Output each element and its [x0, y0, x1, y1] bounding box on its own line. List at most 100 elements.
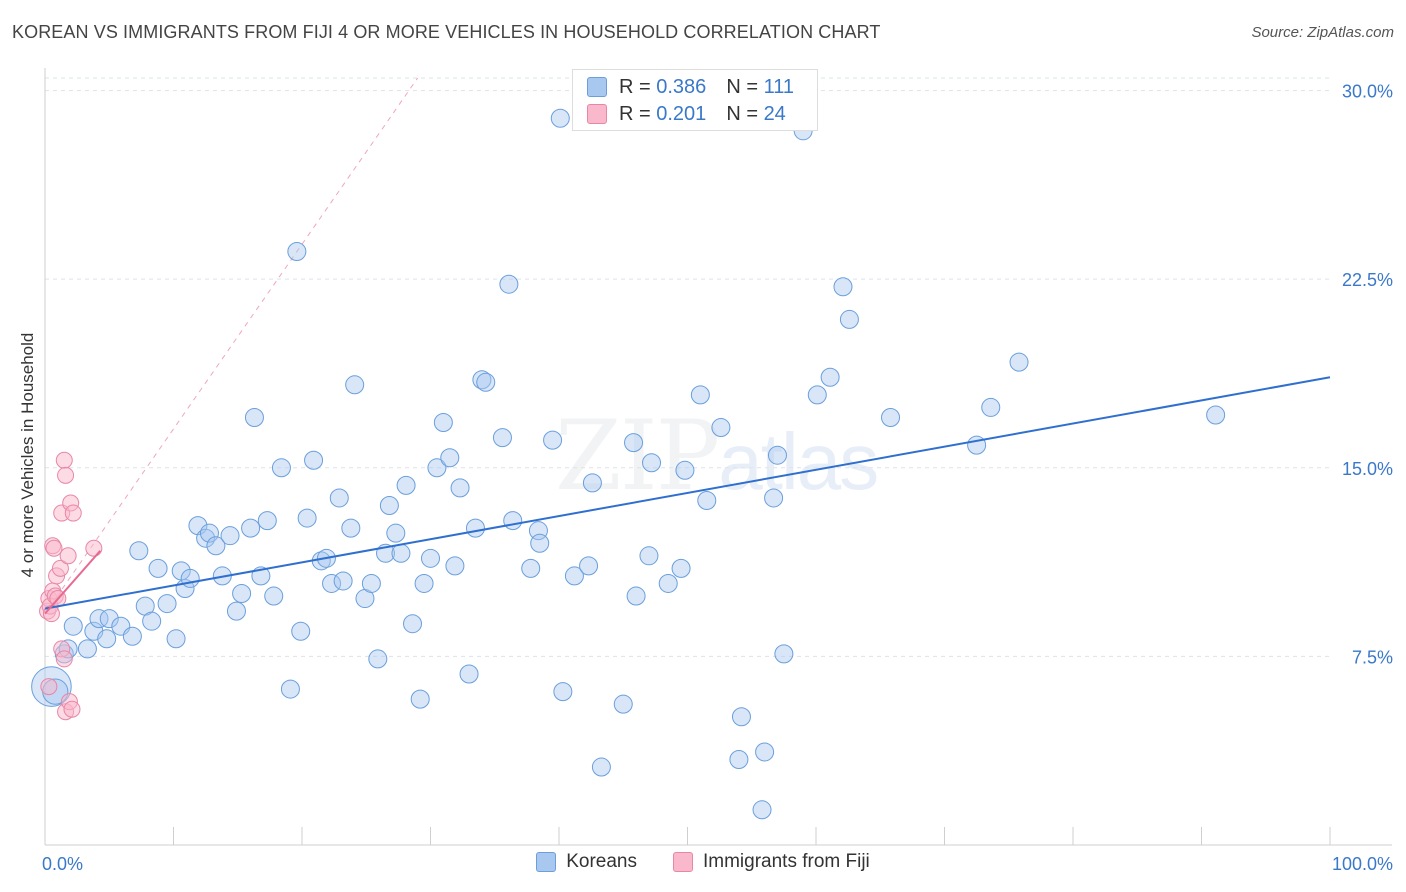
- korean-point: [579, 556, 599, 576]
- series-legend: Koreans Immigrants from Fiji: [0, 851, 1406, 873]
- korean-point: [97, 629, 117, 649]
- fiji-point: [64, 504, 82, 522]
- korean-point: [503, 511, 523, 531]
- korean-point: [981, 397, 1001, 417]
- fiji-point: [51, 559, 69, 577]
- korean-point: [291, 621, 311, 641]
- korean-point: [624, 433, 644, 453]
- legend-swatch-koreans: [536, 852, 557, 872]
- legend-r-label: R =: [619, 102, 651, 125]
- korean-point: [226, 601, 246, 621]
- korean-point: [304, 450, 324, 470]
- korean-point: [440, 448, 460, 468]
- korean-point: [582, 473, 602, 493]
- fiji-point: [55, 451, 73, 469]
- legend-item-koreans[interactable]: Koreans: [536, 851, 637, 873]
- korean-point: [445, 556, 465, 576]
- korean-point: [414, 573, 434, 593]
- source-label: Source: ZipAtlas.com: [1251, 24, 1394, 41]
- watermark-atlas: atlas: [718, 417, 879, 506]
- korean-point: [257, 511, 277, 531]
- korean-point: [379, 496, 399, 516]
- korean-point: [196, 528, 216, 548]
- korean-point: [881, 407, 901, 427]
- korean-point: [391, 543, 411, 563]
- fiji-point: [59, 547, 77, 565]
- korean-point: [752, 800, 772, 820]
- legend-r-label: R =: [619, 75, 651, 98]
- y-tick-label: 30.0%: [1342, 82, 1393, 102]
- korean-point: [264, 586, 284, 606]
- korean-point: [591, 757, 611, 777]
- korean-point: [199, 523, 219, 543]
- korean-point: [729, 749, 749, 769]
- legend-n-label: N =: [726, 102, 758, 125]
- legend-r-value: 0.386: [656, 75, 707, 98]
- correlation-legend: R = 0.386 N = 111 R = 0.201 N = 24: [572, 69, 818, 131]
- legend-n-label: N =: [726, 75, 758, 98]
- legend-item-fiji[interactable]: Immigrants from Fiji: [672, 851, 870, 873]
- korean-point: [427, 458, 447, 478]
- watermark: ZIPatlas: [555, 400, 879, 512]
- korean-point: [410, 689, 430, 709]
- korean-point: [450, 478, 470, 498]
- korean-point: [433, 413, 453, 433]
- legend-row-koreans: R = 0.386 N = 111: [587, 74, 794, 100]
- korean-point: [280, 679, 300, 699]
- korean-point: [129, 541, 149, 561]
- fiji-point: [57, 466, 75, 484]
- korean-trend-line: [44, 376, 1331, 610]
- korean-point: [671, 558, 691, 578]
- legend-n-value: 24: [763, 102, 786, 125]
- korean-point: [99, 609, 119, 629]
- korean-point: [142, 611, 162, 631]
- legend-row-fiji: R = 0.201 N = 24: [587, 101, 786, 127]
- korean-point: [232, 584, 252, 604]
- korean-point: [697, 490, 717, 510]
- korean-point: [767, 445, 787, 465]
- fiji-point: [63, 700, 81, 718]
- korean-point: [361, 573, 381, 593]
- korean-point: [465, 518, 485, 538]
- korean-point: [690, 385, 710, 405]
- korean-point: [774, 644, 794, 664]
- korean-point: [345, 375, 365, 395]
- korean-point: [77, 639, 97, 659]
- korean-point: [157, 594, 177, 614]
- korean-point: [820, 367, 840, 387]
- x-tick-label: 100.0%: [1332, 854, 1393, 874]
- korean-point: [220, 526, 240, 546]
- chart-title: KOREAN VS IMMIGRANTS FROM FIJI 4 OR MORE…: [12, 22, 881, 42]
- korean-point: [550, 108, 570, 128]
- korean-point: [613, 694, 633, 714]
- korean-point: [63, 616, 83, 636]
- korean-point: [642, 453, 662, 473]
- korean-point: [297, 508, 317, 528]
- korean-point: [492, 428, 512, 448]
- korean-point: [521, 558, 541, 578]
- korean-point: [322, 573, 342, 593]
- korean-point: [476, 372, 496, 392]
- korean-point: [368, 649, 388, 669]
- korean-point: [626, 586, 646, 606]
- korean-point: [396, 475, 416, 495]
- korean-point: [403, 614, 423, 634]
- korean-point: [675, 460, 695, 480]
- legend-swatch-fiji: [672, 852, 693, 872]
- korean-point: [241, 518, 261, 538]
- korean-point: [244, 407, 264, 427]
- fiji-point: [40, 678, 58, 696]
- korean-point: [333, 571, 353, 591]
- legend-label-fiji: Immigrants from Fiji: [702, 851, 870, 872]
- korean-point: [543, 430, 563, 450]
- korean-point: [287, 242, 307, 262]
- korean-point: [499, 274, 519, 294]
- korean-point: [530, 533, 550, 553]
- korean-point: [711, 418, 731, 438]
- legend-r-value: 0.201: [656, 102, 707, 125]
- korean-point: [386, 523, 406, 543]
- legend-swatch-fiji: [587, 104, 607, 124]
- korean-point: [564, 566, 584, 586]
- x-tick-label: 0.0%: [42, 854, 83, 874]
